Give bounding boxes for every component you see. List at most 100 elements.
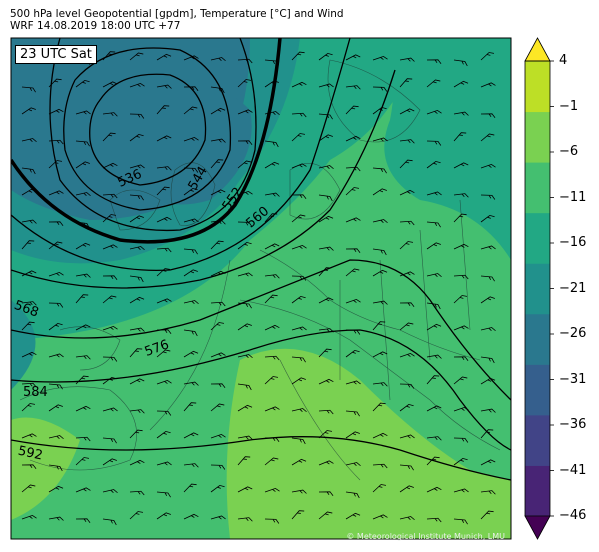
wind-barb: [318, 297, 334, 304]
wind-barb: [345, 298, 361, 304]
wind-barb: [480, 459, 496, 466]
wind-barb: [102, 407, 118, 412]
wind-barb: [129, 327, 145, 332]
credit-text: © Meteorological Institute Munich, LMU: [346, 532, 505, 541]
colorbar-tick-label: −16: [559, 235, 587, 250]
wind-barb: [426, 191, 442, 196]
wind-barb: [156, 84, 172, 89]
wind-barb: [399, 159, 413, 169]
wind-barb: [156, 512, 171, 520]
wind-barb: [129, 429, 143, 439]
wind-barb: [318, 430, 333, 439]
wind-barb: [399, 352, 415, 358]
wind-barb: [291, 489, 307, 494]
wind-barb: [237, 517, 253, 522]
wind-barb: [183, 329, 198, 337]
wind-barb: [399, 434, 415, 439]
wind-barb: [183, 483, 197, 493]
wind-barb: [264, 518, 280, 524]
wind-barb: [345, 512, 361, 520]
wind-barb: [48, 353, 64, 358]
wind-barb: [318, 348, 332, 358]
colorbar-tick-label: −1: [559, 98, 579, 114]
wind-barb: [156, 135, 172, 142]
contour-label-584: 584: [23, 385, 48, 400]
wind-barb: [372, 432, 388, 439]
colorbar-band: [525, 313, 550, 365]
wind-barb: [102, 325, 118, 331]
wind-barb: [21, 107, 36, 115]
wind-barb: [291, 133, 306, 142]
wind-barb: [426, 456, 440, 466]
wind-barb: [480, 490, 496, 495]
wind-barb: [210, 464, 226, 470]
wind-barb: [345, 462, 361, 467]
wind-barb: [21, 464, 37, 470]
wind-barb: [480, 113, 496, 119]
wind-barb: [183, 106, 198, 115]
wind-barb: [129, 52, 144, 61]
wind-barb: [156, 430, 171, 439]
wind-barb: [372, 514, 388, 520]
wind-barb: [48, 485, 64, 493]
colorbar-tick-label: −31: [559, 371, 587, 387]
wind-barb: [480, 163, 496, 169]
contour-label-592: 592: [17, 444, 44, 464]
wind-barb: [75, 110, 91, 115]
wind-barb: [264, 457, 279, 466]
wind-barb: [21, 188, 37, 196]
wind-barb: [102, 376, 117, 385]
wind-barb: [102, 193, 118, 199]
wind-barb: [21, 433, 37, 439]
colorbar-tick-label: 4: [559, 53, 568, 68]
wind-barb: [129, 194, 144, 201]
wind-barb: [399, 516, 415, 521]
wind-barbs: [21, 51, 496, 526]
wind-barb: [345, 410, 360, 417]
wind-barb: [399, 78, 413, 88]
wind-barb: [237, 109, 253, 115]
wind-barb: [183, 350, 199, 358]
wind-barb: [102, 518, 117, 526]
wind-barb: [453, 457, 468, 466]
wind-barb: [345, 248, 361, 254]
wind-barb: [102, 295, 117, 304]
wind-barb: [372, 484, 387, 493]
wind-barb: [399, 485, 414, 493]
wind-barb: [399, 322, 414, 331]
wind-barb: [237, 160, 252, 169]
wind-barb: [237, 272, 253, 277]
wind-barb: [237, 354, 253, 359]
wind-barb: [210, 515, 226, 520]
wind-barb: [426, 375, 440, 385]
colorbar-tick-label: −21: [559, 280, 587, 296]
wind-barb: [183, 55, 199, 61]
wind-barb: [453, 356, 469, 362]
wind-barb: [75, 79, 90, 88]
wind-barb: [75, 221, 90, 229]
wind-barb: [426, 109, 442, 115]
wind-barb: [210, 484, 225, 493]
wind-barb: [372, 402, 386, 412]
wind-barb: [21, 351, 37, 358]
wind-barb: [102, 244, 118, 250]
wind-barb: [183, 187, 198, 196]
wind-barb: [453, 325, 469, 331]
wind-barb: [75, 375, 89, 385]
wind-barb: [480, 377, 496, 385]
wind-barb: [372, 106, 387, 115]
wind-barb: [129, 409, 145, 414]
wind-barb: [210, 86, 225, 94]
wind-barb: [291, 214, 306, 223]
wind-barb: [183, 136, 199, 142]
wind-barb: [48, 464, 63, 472]
wind-barb: [372, 463, 388, 469]
wind-barb: [426, 140, 442, 146]
wind-barb: [48, 241, 63, 250]
wind-barb: [156, 166, 172, 171]
wind-barb: [183, 300, 199, 305]
wind-barb: [48, 516, 64, 521]
wind-barb: [210, 301, 226, 307]
wind-barb: [318, 52, 333, 61]
